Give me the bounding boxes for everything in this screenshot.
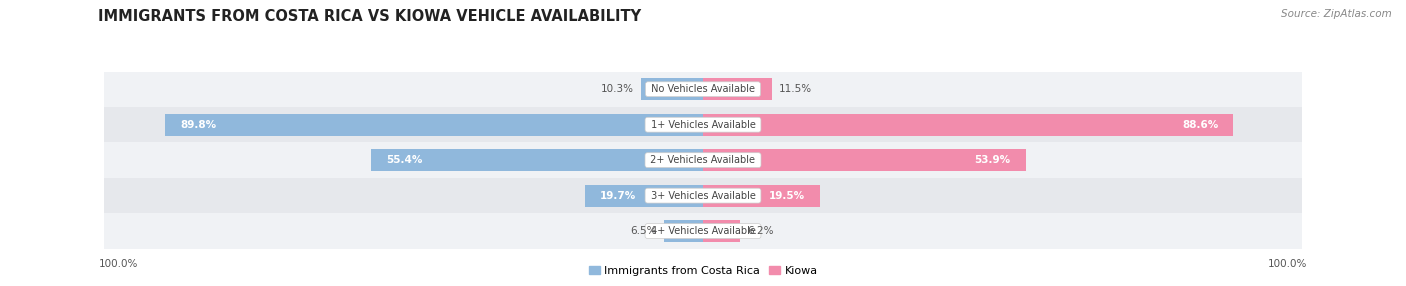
Text: 3+ Vehicles Available: 3+ Vehicles Available (648, 191, 758, 200)
Bar (371, 149, 703, 171)
Text: 2+ Vehicles Available: 2+ Vehicles Available (647, 155, 759, 165)
Text: 4+ Vehicles Available: 4+ Vehicles Available (648, 226, 758, 236)
Text: 19.7%: 19.7% (600, 191, 637, 200)
Bar (166, 114, 703, 136)
Bar (664, 220, 703, 242)
Bar (703, 185, 820, 206)
Bar (104, 107, 1302, 142)
Text: 10.3%: 10.3% (602, 84, 634, 94)
Bar (104, 178, 1302, 213)
Text: 100.0%: 100.0% (98, 259, 138, 269)
Text: 1+ Vehicles Available: 1+ Vehicles Available (648, 120, 758, 130)
Text: 55.4%: 55.4% (387, 155, 423, 165)
Text: No Vehicles Available: No Vehicles Available (648, 84, 758, 94)
Text: 89.8%: 89.8% (180, 120, 217, 130)
Text: 88.6%: 88.6% (1182, 120, 1219, 130)
Text: IMMIGRANTS FROM COSTA RICA VS KIOWA VEHICLE AVAILABILITY: IMMIGRANTS FROM COSTA RICA VS KIOWA VEHI… (98, 9, 641, 23)
Text: 100.0%: 100.0% (1268, 259, 1308, 269)
Bar (703, 149, 1025, 171)
Bar (104, 213, 1302, 249)
Bar (104, 142, 1302, 178)
Bar (585, 185, 703, 206)
Text: 19.5%: 19.5% (769, 191, 804, 200)
Bar (641, 78, 703, 100)
Text: 6.5%: 6.5% (630, 226, 657, 236)
Text: 11.5%: 11.5% (779, 84, 813, 94)
Bar (703, 220, 740, 242)
Legend: Immigrants from Costa Rica, Kiowa: Immigrants from Costa Rica, Kiowa (583, 261, 823, 281)
Text: 6.2%: 6.2% (748, 226, 773, 236)
Text: 53.9%: 53.9% (974, 155, 1011, 165)
Bar (703, 78, 772, 100)
Bar (104, 72, 1302, 107)
Bar (703, 114, 1233, 136)
Text: Source: ZipAtlas.com: Source: ZipAtlas.com (1281, 9, 1392, 19)
